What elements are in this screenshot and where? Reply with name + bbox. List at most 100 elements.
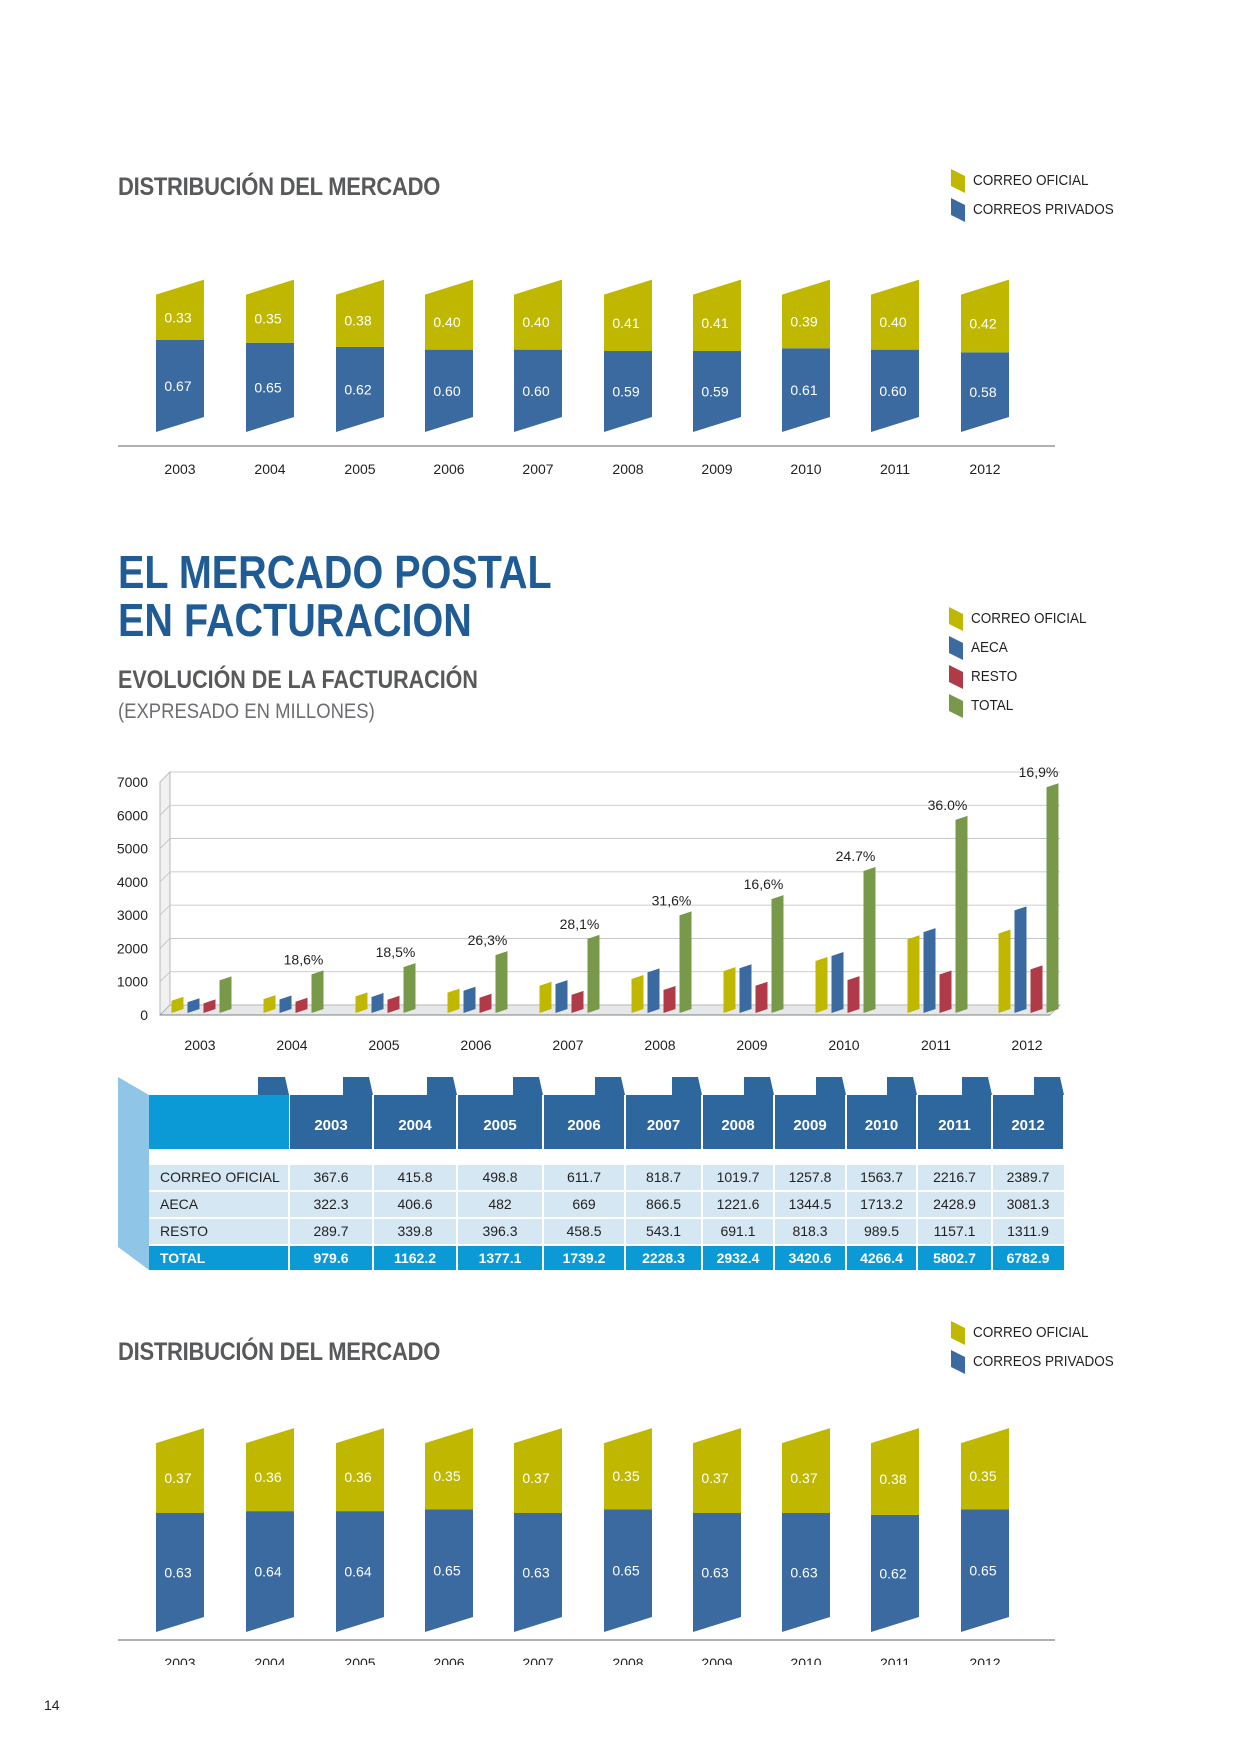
bar-correos-privados (514, 349, 562, 432)
bar-aeca (371, 992, 384, 1013)
bar-value-label: 0.65 (254, 379, 281, 395)
table-cell: 3081.3 (1007, 1196, 1050, 1212)
table-row (149, 1191, 1064, 1217)
x-tick-label: 2009 (701, 1655, 732, 1665)
table-cell: 2228.3 (642, 1250, 685, 1266)
legend-label: CORREOS PRIVADOS (973, 1353, 1114, 1370)
bar-correo-oficial (355, 992, 368, 1013)
table-cell: 1739.2 (563, 1250, 606, 1266)
bar-value-label: 0.63 (164, 1565, 191, 1581)
table-header-cell (847, 1095, 916, 1149)
legend-label: RESTO (971, 668, 1018, 685)
table-header-cell (290, 1095, 372, 1149)
bar-resto (479, 993, 492, 1013)
bar-total (955, 815, 968, 1013)
page-title: EL MERCADO POSTAL EN FACTURACION (118, 548, 552, 644)
table-cell: 2428.9 (933, 1196, 976, 1212)
bar-value-label: 0.40 (433, 314, 460, 330)
x-tick-label: 2004 (276, 1037, 307, 1053)
table-row-label: TOTAL (160, 1250, 206, 1266)
bar-total (1046, 783, 1059, 1013)
table-cell: 2389.7 (1007, 1169, 1050, 1185)
bar-value-label: 0.42 (969, 315, 996, 331)
bar-value-label: 0.37 (522, 1470, 549, 1486)
x-tick-label: 2006 (460, 1037, 491, 1053)
bar-value-label: 0.65 (969, 1563, 996, 1579)
bar-correo-oficial (604, 279, 652, 351)
bar-value-label: 0.60 (879, 383, 906, 399)
bar-correos-privados (693, 1513, 741, 1632)
legend-swatch-blue (949, 636, 963, 660)
table-cell: 2216.7 (933, 1169, 976, 1185)
bar-value-label: 0.37 (701, 1470, 728, 1486)
bar-correo-oficial (631, 975, 644, 1013)
bar-value-label: 0.59 (612, 383, 639, 399)
bar-correos-privados (782, 348, 830, 432)
bar-correo-oficial (871, 1428, 919, 1515)
x-tick-label: 2012 (1011, 1037, 1042, 1053)
legend-swatch-blue (951, 198, 965, 222)
y-tick-label: 0 (140, 1007, 148, 1023)
distribution-bottom-chart: 0.37 0.63 2003 0.36 0.64 2004 0.36 0.64 2005 0.35… (118, 1428, 1055, 1665)
table-header-year: 2006 (567, 1117, 600, 1134)
table-cell: 482 (488, 1196, 512, 1212)
bar-total (219, 976, 232, 1013)
bar-value-label: 0.62 (344, 381, 371, 397)
table-header-tab (427, 1077, 457, 1095)
bar-aeca (923, 928, 936, 1013)
legend-swatch-yellow (949, 607, 963, 631)
bar-correo-oficial (961, 1428, 1009, 1510)
x-tick-label: 2008 (612, 1655, 643, 1665)
x-tick-label: 2005 (344, 461, 375, 477)
bar-correos-privados (425, 1509, 473, 1632)
table-header-cell (626, 1095, 701, 1149)
bar-value-label: 0.63 (701, 1565, 728, 1581)
table-row-label: RESTO (160, 1223, 208, 1239)
growth-label: 18,6% (284, 951, 324, 967)
bar-correo-oficial (998, 929, 1011, 1013)
table-header-cell (458, 1095, 542, 1149)
bar-value-label: 0.60 (522, 383, 549, 399)
table-cell: 406.6 (397, 1196, 432, 1212)
billing-note: (EXPRESADO EN MILLONES) (118, 700, 375, 723)
x-tick-label: 2006 (433, 461, 464, 477)
legend-label: TOTAL (971, 697, 1014, 714)
bar-correos-privados (604, 1509, 652, 1632)
x-tick-label: 2010 (790, 1655, 821, 1665)
table-cell: 1311.9 (1007, 1223, 1049, 1239)
bar-value-label: 0.36 (344, 1469, 371, 1485)
x-tick-label: 2005 (368, 1037, 399, 1053)
bar-aeca (831, 951, 844, 1013)
x-tick-label: 2011 (921, 1037, 951, 1053)
x-tick-label: 2011 (880, 461, 910, 477)
bar-correo-oficial (425, 1428, 473, 1510)
bar-correos-privados (156, 339, 204, 432)
bar-correos-privados (871, 1514, 919, 1632)
table-header-corner (149, 1095, 289, 1149)
bar-correos-privados (246, 1511, 294, 1632)
table-header-tab (887, 1077, 917, 1095)
table-cell: 1221.6 (717, 1196, 760, 1212)
gridline (159, 871, 1060, 883)
x-tick-label: 2008 (644, 1037, 675, 1053)
y-tick-label: 6000 (117, 807, 148, 823)
growth-label: 26,3% (468, 932, 508, 948)
bar-correo-oficial (604, 1428, 652, 1510)
x-tick-label: 2012 (969, 1655, 1000, 1665)
table-header-year: 2008 (721, 1117, 754, 1134)
table-cell: 1563.7 (860, 1169, 903, 1185)
bar-correo-oficial (514, 279, 562, 350)
bar-correos-privados (336, 346, 384, 432)
gridline (159, 838, 1060, 849)
x-tick-label: 2012 (969, 461, 1000, 477)
table-cell: 367.6 (313, 1169, 348, 1185)
table-header-tab (343, 1077, 373, 1095)
growth-label: 16,9% (1019, 764, 1059, 780)
table-cell: 2932.4 (717, 1250, 760, 1266)
bar-resto (387, 995, 400, 1013)
bar-value-label: 0.65 (612, 1563, 639, 1579)
table-cell: 396.3 (482, 1223, 517, 1239)
table-cell: 691.1 (720, 1223, 755, 1239)
table-cell: 818.3 (792, 1223, 827, 1239)
bar-value-label: 0.40 (522, 314, 549, 330)
